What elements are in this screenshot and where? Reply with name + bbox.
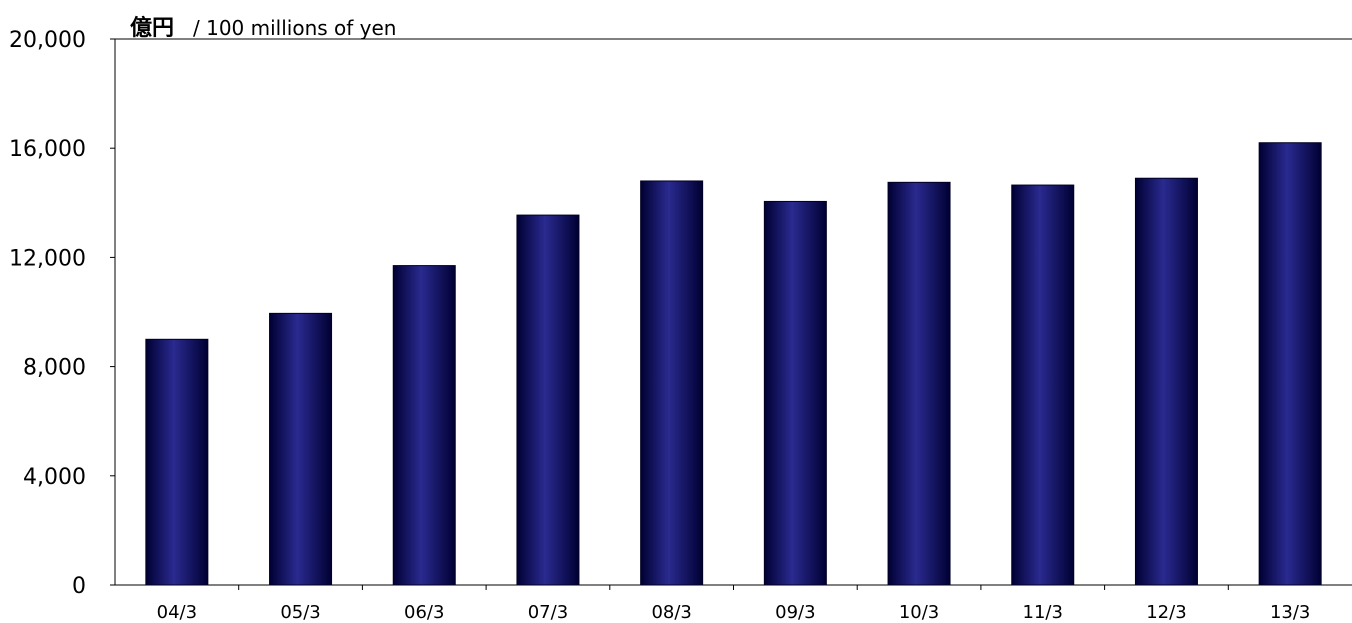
y-tick-label: 8,000 <box>23 356 86 381</box>
bar-08-3 <box>640 180 704 586</box>
y-tick-label: 20,000 <box>9 28 86 53</box>
x-tick-label: 10/3 <box>899 602 939 623</box>
x-tick-label: 08/3 <box>651 602 691 623</box>
x-tick-labels: 04/3 05/3 06/3 07/3 08/3 09/3 10/3 11/3 12/3 13/3 <box>157 602 1311 623</box>
x-tick-label: 05/3 <box>280 602 320 623</box>
x-tick-label: 11/3 <box>1023 602 1063 623</box>
bar-09-3 <box>763 200 827 586</box>
x-tick-label: 09/3 <box>775 602 815 623</box>
y-tick-label: 12,000 <box>9 246 86 271</box>
bars <box>145 142 1322 586</box>
bar-12-3 <box>1134 177 1198 586</box>
unit-label-main: 億円 <box>130 15 174 41</box>
unit-label-sub: / 100 millions of yen <box>193 16 396 40</box>
y-tick-label: 16,000 <box>9 137 86 162</box>
bar-06-3 <box>392 265 456 586</box>
bar-10-3 <box>887 181 951 586</box>
x-tick-label: 06/3 <box>404 602 444 623</box>
bar-13-3 <box>1258 142 1322 586</box>
bar-05-3 <box>269 312 333 586</box>
y-tick-label: 0 <box>72 574 86 599</box>
x-tick-label: 12/3 <box>1146 602 1186 623</box>
bar-07-3 <box>516 214 580 586</box>
y-tick-label: 4,000 <box>23 465 86 490</box>
x-tick-label: 04/3 <box>157 602 197 623</box>
x-tick-label: 07/3 <box>528 602 568 623</box>
bar-11-3 <box>1011 184 1075 586</box>
y-tick-labels: 0 4,000 8,000 12,000 16,000 20,000 <box>9 28 86 599</box>
bar-04-3 <box>145 338 209 586</box>
x-tick-label: 13/3 <box>1270 602 1310 623</box>
